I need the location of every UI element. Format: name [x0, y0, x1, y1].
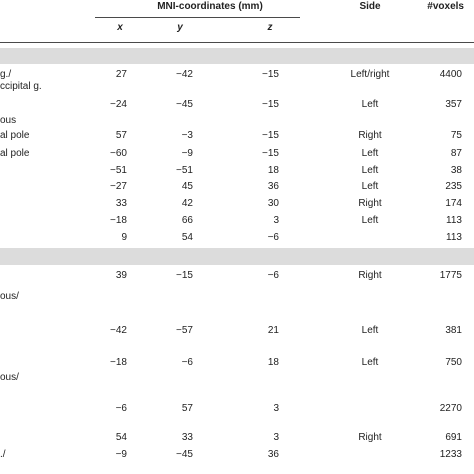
x-cell: 54 [115, 432, 127, 443]
z-cell: 18 [267, 165, 279, 176]
x-cell: −18 [110, 215, 127, 226]
y-cell: −51 [176, 165, 193, 176]
x-cell: 27 [115, 69, 127, 80]
y-cell: −3 [181, 130, 193, 141]
voxels-cell: 1233 [439, 449, 462, 460]
voxels-cell: 4400 [439, 69, 462, 80]
voxels-cell: 38 [450, 165, 462, 176]
x-cell: 39 [115, 270, 127, 281]
voxels-cell: 75 [450, 130, 462, 141]
x-cell: −9 [115, 449, 127, 460]
x-header: x [117, 22, 123, 33]
y-cell: 54 [181, 232, 193, 243]
side-cell: Left [361, 357, 379, 368]
z-cell: 3 [273, 403, 279, 414]
side-cell: Right [358, 432, 382, 443]
z-header: z [267, 22, 273, 33]
x-cell: −60 [110, 148, 127, 159]
region-label: ous [0, 115, 17, 126]
side-cell: Left [361, 181, 379, 192]
region-label: ./ [0, 449, 6, 460]
z-cell: 3 [273, 432, 279, 443]
x-cell: −51 [110, 165, 127, 176]
z-cell: −15 [262, 99, 279, 110]
z-cell: 36 [267, 449, 279, 460]
side-cell: Left [361, 215, 379, 226]
region-label: al pole [0, 130, 30, 141]
y-cell: −9 [181, 148, 193, 159]
z-cell: 36 [267, 181, 279, 192]
y-cell: 42 [181, 198, 193, 209]
y-header: y [177, 22, 183, 33]
x-cell: 57 [115, 130, 127, 141]
side-cell: Left [361, 99, 379, 110]
voxels-cell: 174 [445, 198, 462, 209]
y-cell: 33 [181, 432, 193, 443]
voxels-header: #voxels [427, 1, 464, 12]
region-label: g./ [0, 69, 12, 80]
voxels-cell: 235 [445, 181, 462, 192]
y-cell: 57 [181, 403, 193, 414]
side-cell: Left [361, 165, 379, 176]
z-cell: −15 [262, 148, 279, 159]
side-cell: Right [358, 130, 382, 141]
y-cell: −45 [176, 449, 193, 460]
y-cell: 45 [181, 181, 193, 192]
voxels-cell: 87 [450, 148, 462, 159]
x-cell: −6 [115, 403, 127, 414]
group-band [0, 48, 474, 64]
mni-underline [95, 17, 300, 18]
x-cell: 9 [121, 232, 127, 243]
z-cell: −6 [267, 232, 279, 243]
y-cell: −15 [176, 270, 193, 281]
side-cell: Left [361, 148, 379, 159]
z-cell: −15 [262, 130, 279, 141]
region-label: ccipital g. [0, 81, 42, 92]
region-label: ous/ [0, 291, 19, 302]
x-cell: −18 [110, 357, 127, 368]
header-rule [0, 42, 474, 43]
region-label: ous/ [0, 372, 19, 383]
voxels-cell: 381 [445, 325, 462, 336]
voxels-cell: 357 [445, 99, 462, 110]
voxels-cell: 113 [446, 215, 462, 226]
z-cell: 3 [273, 215, 279, 226]
z-cell: 30 [267, 198, 279, 209]
x-cell: −27 [110, 181, 127, 192]
y-cell: 66 [181, 215, 193, 226]
x-cell: −42 [110, 325, 127, 336]
y-cell: −6 [181, 357, 193, 368]
group-band [0, 248, 474, 265]
side-cell: Left [361, 325, 379, 336]
y-cell: −42 [176, 69, 193, 80]
voxels-cell: 691 [445, 432, 462, 443]
z-cell: 18 [267, 357, 279, 368]
z-cell: 21 [267, 325, 279, 336]
voxels-cell: 113 [446, 232, 462, 243]
z-cell: −6 [267, 270, 279, 281]
x-cell: −24 [110, 99, 127, 110]
y-cell: −45 [176, 99, 193, 110]
side-cell: Left/right [350, 69, 390, 80]
region-label: al pole [0, 148, 30, 159]
x-cell: 33 [115, 198, 127, 209]
y-cell: −57 [176, 325, 193, 336]
side-header: Side [359, 1, 381, 12]
voxels-cell: 750 [445, 357, 462, 368]
z-cell: −15 [262, 69, 279, 80]
voxels-cell: 2270 [439, 403, 462, 414]
mni-coordinates-header: MNI-coordinates (mm) [157, 1, 263, 12]
side-cell: Right [358, 270, 382, 281]
voxels-cell: 1775 [439, 270, 462, 281]
side-cell: Right [358, 198, 382, 209]
